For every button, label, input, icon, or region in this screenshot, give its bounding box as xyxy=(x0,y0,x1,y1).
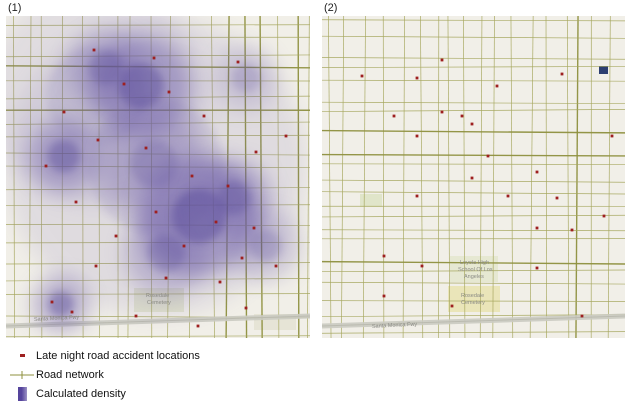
svg-text:Cemetery: Cemetery xyxy=(147,300,171,306)
legend-item-road-network: Road network xyxy=(8,365,200,384)
legend-item-density: Calculated density xyxy=(8,384,200,403)
svg-text:Santa Monica Fwy: Santa Monica Fwy xyxy=(34,315,80,323)
panel-1-label: (1) xyxy=(8,2,22,14)
legend: Late night road accident locations Road … xyxy=(8,346,200,403)
svg-text:Santa Monica Fwy: Santa Monica Fwy xyxy=(372,322,418,330)
svg-text:Angeles: Angeles xyxy=(464,274,484,280)
legend-label-density: Calculated density xyxy=(36,387,126,400)
map-panel-2: (2) Loyola High School Of Los Angeles Rosed… xyxy=(322,2,625,338)
legend-label-road-network: Road network xyxy=(36,368,104,381)
panel-2-label: (2) xyxy=(324,2,338,14)
svg-text:School Of Los: School Of Los xyxy=(458,267,493,273)
road-network-icon xyxy=(10,370,34,379)
road-symbol-wrap xyxy=(8,369,36,381)
density-swatch-icon xyxy=(17,386,27,401)
svg-text:Cemetery: Cemetery xyxy=(461,300,485,306)
svg-text:Rosedale: Rosedale xyxy=(146,293,169,299)
density-symbol-wrap xyxy=(8,386,36,401)
accident-symbol-wrap xyxy=(8,354,36,357)
map-panel-1: (1) Rosedale Cemetery Santa Monica Fwy xyxy=(6,2,310,338)
svg-text:Rosedale: Rosedale xyxy=(461,293,484,299)
legend-item-accident-locations: Late night road accident locations xyxy=(8,346,200,365)
svg-text:Loyola High: Loyola High xyxy=(460,260,489,266)
legend-label-accidents: Late night road accident locations xyxy=(36,349,200,362)
accident-point-icon xyxy=(19,354,25,357)
